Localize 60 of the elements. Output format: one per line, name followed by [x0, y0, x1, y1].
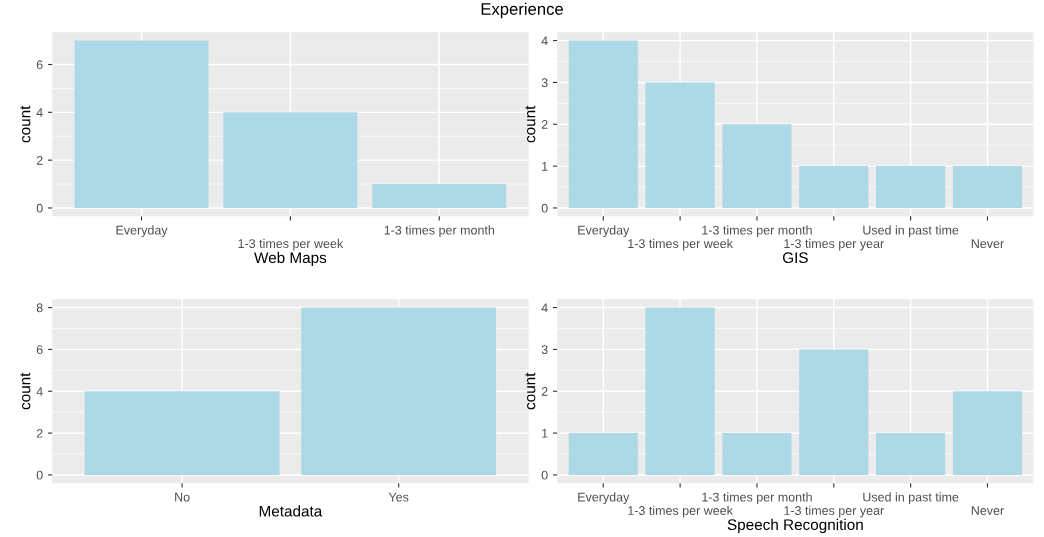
- bar: [799, 166, 869, 208]
- bar: [799, 349, 869, 475]
- x-axis-title: Web Maps: [254, 251, 327, 267]
- x-tick-label: Everyday: [578, 492, 630, 504]
- x-axis-title: GIS: [782, 252, 808, 264]
- y-tick-label: 2: [36, 155, 43, 165]
- x-tick-label: 1-3 times per month: [702, 492, 812, 504]
- y-tick-label: 0: [541, 470, 548, 480]
- y-tick-label: 8: [36, 303, 43, 313]
- y-tick-label: 3: [541, 345, 548, 355]
- y-tick-label: 4: [36, 108, 43, 117]
- x-tick-label: Never: [971, 506, 1004, 515]
- bar: [645, 82, 715, 208]
- y-tick-label: 3: [541, 78, 548, 88]
- bar: [568, 40, 638, 208]
- x-axis-title: Speech Recognition: [727, 518, 863, 534]
- y-tick-label: 1: [542, 162, 548, 171]
- x-tick-label: 1-3 times per month: [702, 225, 812, 238]
- y-tick-label: 0: [541, 203, 548, 213]
- x-tick-label: Used in past time: [863, 225, 959, 238]
- bar: [952, 166, 1023, 208]
- x-tick-label: 1-3 times per month: [384, 225, 495, 238]
- y-tick-label: 6: [36, 60, 43, 70]
- y-tick-label: 4: [541, 303, 548, 313]
- bar: [722, 124, 792, 208]
- bar: [876, 166, 946, 208]
- y-tick-label: 2: [541, 120, 548, 129]
- y-axis-title: count: [20, 105, 31, 143]
- bar: [876, 433, 946, 475]
- bar: [722, 433, 792, 475]
- bar: [74, 40, 209, 208]
- y-tick-label: 1: [542, 429, 548, 438]
- x-tick-label: Never: [971, 239, 1004, 249]
- x-tick-label: Yes: [388, 492, 409, 502]
- bar: [372, 184, 507, 208]
- y-tick-label: 4: [36, 387, 43, 396]
- y-tick-label: 0: [36, 470, 43, 480]
- bar: [568, 433, 638, 475]
- chart-title: Experience: [481, 2, 563, 19]
- y-axis-title: count: [525, 105, 536, 143]
- x-axis-title: Metadata: [259, 505, 323, 517]
- x-tick-label: 1-3 times per year: [784, 238, 884, 251]
- bar: [223, 112, 358, 208]
- x-tick-label: No: [175, 492, 190, 502]
- y-tick-label: 6: [36, 345, 43, 355]
- y-tick-label: 2: [541, 387, 548, 396]
- x-tick-label: 1-3 times per week: [628, 505, 733, 518]
- x-tick-label: Everyday: [578, 225, 630, 238]
- y-axis-title: count: [525, 372, 536, 410]
- x-tick-label: 1-3 times per year: [784, 505, 884, 518]
- bar: [645, 307, 715, 475]
- x-tick-label: 1-3 times per week: [238, 238, 344, 251]
- y-axis-title: count: [20, 372, 31, 410]
- x-tick-label: Used in past time: [863, 492, 959, 504]
- x-tick-label: Everyday: [116, 225, 168, 238]
- x-tick-label: 1-3 times per week: [628, 238, 733, 251]
- bar: [952, 391, 1023, 475]
- y-tick-label: 0: [36, 203, 43, 213]
- y-tick-label: 4: [541, 36, 548, 46]
- y-tick-label: 2: [36, 428, 43, 438]
